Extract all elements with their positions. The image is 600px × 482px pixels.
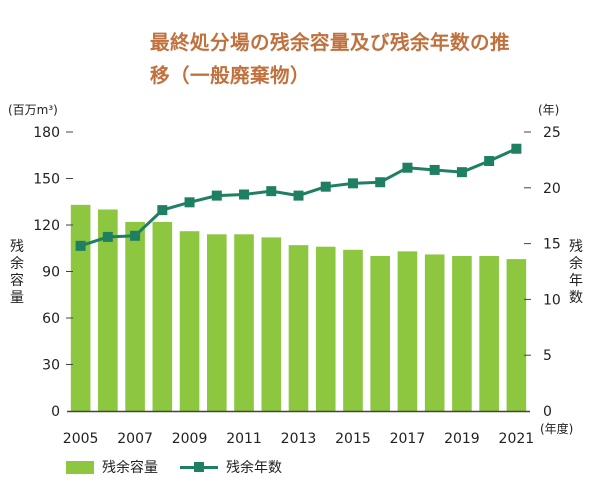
bar-2019 xyxy=(452,256,472,411)
line-point-2017 xyxy=(402,162,413,173)
bar-2016 xyxy=(370,256,391,411)
line-point-2011 xyxy=(239,189,250,200)
left-tick-label: 120 xyxy=(33,218,60,234)
bar-2012 xyxy=(261,237,282,411)
bar-2021 xyxy=(506,259,527,411)
line-point-2006 xyxy=(102,231,113,242)
bar-2018 xyxy=(424,254,445,411)
chart-title: 最終処分場の残余容量及び残余年数の推 移（一般廃棄物） xyxy=(150,26,590,92)
right-tick-label: 10 xyxy=(543,292,561,308)
legend: 残余容量 残余年数 xyxy=(66,456,304,478)
chart-title-line-1: 最終処分場の残余容量及び残余年数の推 xyxy=(150,31,511,54)
line-point-2021 xyxy=(511,143,522,154)
right-tick-label: 15 xyxy=(543,237,561,253)
x-tick-label: 2005 xyxy=(63,431,99,447)
line-point-2012 xyxy=(266,186,277,197)
right-tick-label: 0 xyxy=(543,404,552,420)
right-axis-unit: (年) xyxy=(538,103,559,117)
left-tick-label: 180 xyxy=(33,125,60,141)
line-point-2016 xyxy=(375,177,386,188)
bar-2007 xyxy=(125,221,145,411)
left-tick-label: 0 xyxy=(51,404,60,420)
line-point-2005 xyxy=(75,240,86,251)
legend-bar-swatch xyxy=(66,460,94,474)
right-axis-title: 残余年数 xyxy=(569,239,583,306)
left-tick-label: 90 xyxy=(42,265,60,281)
line-point-2014 xyxy=(320,181,331,192)
right-tick-label: 25 xyxy=(543,125,561,141)
legend-line-swatch xyxy=(180,460,218,474)
left-axis-title: 残余容量 xyxy=(10,239,24,306)
bar-2020 xyxy=(479,256,499,411)
right-tick-label: 5 xyxy=(543,348,552,364)
left-tick-label: 30 xyxy=(42,358,60,374)
bar-2005 xyxy=(70,204,91,411)
bar-2015 xyxy=(343,249,363,411)
x-tick-label: 2015 xyxy=(335,431,371,447)
x-tick-label: 2017 xyxy=(390,431,426,447)
line-point-2008 xyxy=(157,205,168,216)
line-point-2013 xyxy=(293,190,304,201)
x-tick-label: 2009 xyxy=(172,431,208,447)
bar-2017 xyxy=(397,251,418,411)
line-point-2020 xyxy=(484,156,495,167)
legend-line-label: 残余年数 xyxy=(226,460,282,476)
line-point-2015 xyxy=(347,178,358,189)
right-tick-label: 20 xyxy=(543,181,561,197)
x-tick-label: 2013 xyxy=(281,431,317,447)
x-axis-unit: (年度) xyxy=(540,421,573,436)
bar-2008 xyxy=(152,221,173,411)
x-tick-label: 2011 xyxy=(226,431,262,447)
line-point-2009 xyxy=(184,197,195,208)
line-point-2007 xyxy=(130,230,141,241)
legend-bar-label: 残余容量 xyxy=(102,460,158,476)
bar-2009 xyxy=(179,231,200,411)
x-tick-label: 2007 xyxy=(117,431,153,447)
line-point-2018 xyxy=(429,164,440,175)
left-axis-unit: (百万m³) xyxy=(8,103,58,117)
legend-item-bar: 残余容量 xyxy=(66,457,158,477)
line-point-2019 xyxy=(456,167,467,178)
line-point-2010 xyxy=(211,190,222,201)
x-tick-label: 2019 xyxy=(444,431,480,447)
left-tick-label: 150 xyxy=(33,172,60,188)
x-tick-label: 2021 xyxy=(499,431,535,447)
bar-2010 xyxy=(206,234,227,411)
bar-2014 xyxy=(315,246,336,411)
bar-2006 xyxy=(98,209,118,411)
legend-item-line: 残余年数 xyxy=(180,457,282,477)
chart-title-line-2: 移（一般廃棄物） xyxy=(150,64,311,87)
bar-2013 xyxy=(288,245,309,411)
left-tick-label: 60 xyxy=(42,311,60,327)
bar-2011 xyxy=(234,234,254,411)
